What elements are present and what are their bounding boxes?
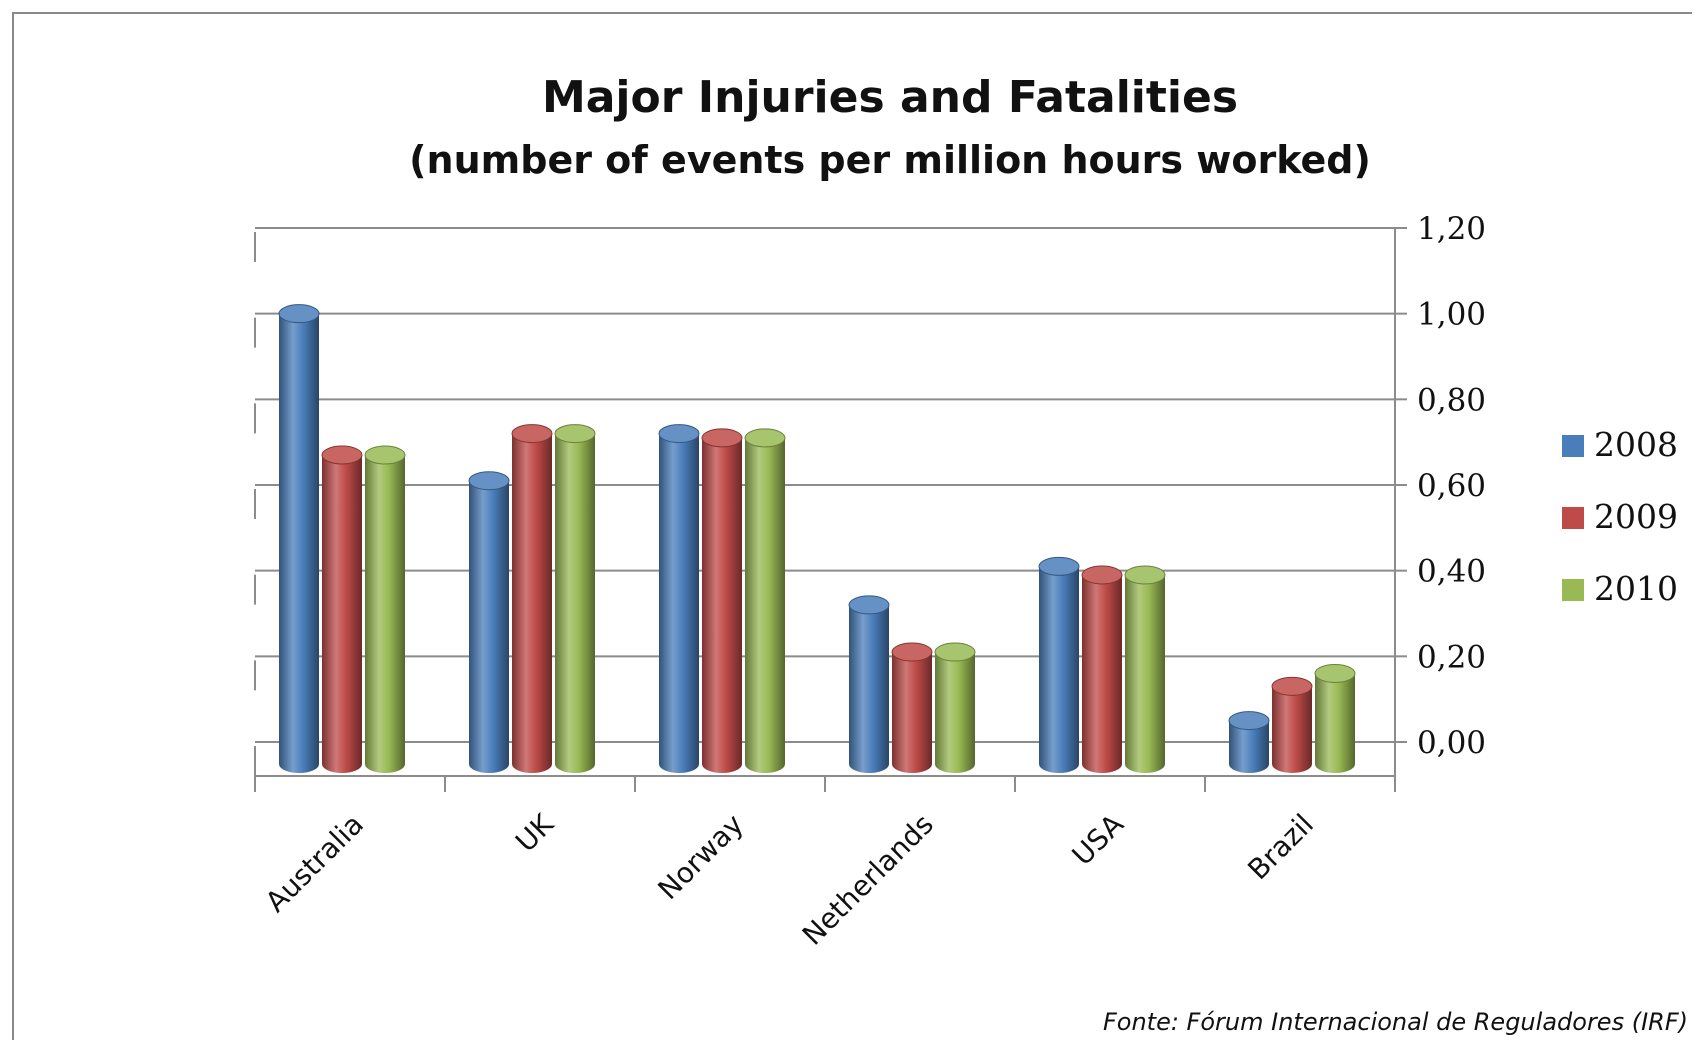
bar-top <box>554 424 596 444</box>
bar-uk-2009 <box>511 424 553 773</box>
bar-top <box>511 424 553 444</box>
category-label-norway: Norway <box>652 808 750 906</box>
legend-swatch <box>1562 435 1584 457</box>
bar-top <box>1228 711 1270 731</box>
y-tick-label: 0,20 <box>1417 639 1486 675</box>
bar-body <box>1272 686 1312 773</box>
bar-top <box>744 428 786 448</box>
bar-norway-2008 <box>658 424 700 773</box>
bar-body <box>935 652 975 773</box>
bar-body <box>512 433 552 773</box>
bar-usa-2009 <box>1081 565 1123 773</box>
y-tick-label: 0,60 <box>1417 468 1486 504</box>
bar-body <box>279 313 319 773</box>
bar-top <box>891 642 933 662</box>
y-tick-label: 0,40 <box>1417 554 1486 590</box>
y-tick-label: 1,20 <box>1417 211 1486 247</box>
category-label-uk: UK <box>509 807 560 858</box>
source-note: Fonte: Fórum Internacional de Reguladore… <box>1103 1008 1688 1036</box>
y-axis-ticks: 0,00 0,20 0,40 0,60 0,80 1,00 1,20 <box>1417 211 1486 761</box>
bar-body <box>469 480 509 773</box>
y-tick-label: 0,80 <box>1417 382 1486 418</box>
legend-swatch <box>1562 507 1584 529</box>
legend-item-2010: 2010 <box>1562 569 1678 608</box>
category-label-brazil: Brazil <box>1241 808 1320 887</box>
bar-netherlands-2010 <box>934 642 976 773</box>
legend-label: 2009 <box>1594 497 1678 536</box>
gridlines <box>255 227 1395 743</box>
bar-brazil-2008 <box>1228 711 1270 773</box>
bar-top <box>1314 663 1356 683</box>
y-tick-label: 0,00 <box>1417 725 1486 761</box>
bar-body <box>702 437 742 773</box>
bar-uk-2010 <box>554 424 596 773</box>
bar-netherlands-2008 <box>848 595 890 773</box>
legend-item-2009: 2009 <box>1562 497 1678 536</box>
category-label-australia: Australia <box>259 808 370 919</box>
bar-australia-2008 <box>278 304 320 773</box>
chart-subtitle: (number of events per million hours work… <box>409 138 1371 182</box>
bars <box>278 304 1356 773</box>
bar-top <box>1124 565 1166 585</box>
bar-body <box>1039 566 1079 773</box>
category-label-netherlands: Netherlands <box>796 808 940 952</box>
bar-top <box>364 445 406 465</box>
bar-body <box>1082 574 1122 773</box>
bar-top <box>1081 565 1123 585</box>
legend-swatch <box>1562 579 1584 601</box>
category-label-usa: USA <box>1066 808 1130 872</box>
y-tick-label: 1,00 <box>1417 297 1486 333</box>
bar-body <box>1229 720 1269 773</box>
bar-norway-2010 <box>744 428 786 773</box>
axes <box>254 227 1407 792</box>
bar-uk-2008 <box>468 471 510 773</box>
bar-usa-2008 <box>1038 556 1080 773</box>
bar-top <box>658 424 700 444</box>
bar-body <box>1125 574 1165 773</box>
bar-body <box>1315 673 1355 773</box>
bar-top <box>1038 556 1080 576</box>
bar-usa-2010 <box>1124 565 1166 773</box>
bar-top <box>321 445 363 465</box>
bar-body <box>322 455 362 773</box>
bar-brazil-2009 <box>1271 676 1313 773</box>
legend-label: 2008 <box>1594 425 1678 464</box>
bar-body <box>892 652 932 773</box>
bar-norway-2009 <box>701 428 743 773</box>
bar-top <box>1271 676 1313 696</box>
bar-body <box>659 433 699 773</box>
bar-body <box>745 437 785 773</box>
bar-top <box>278 304 320 324</box>
bar-australia-2010 <box>364 445 406 773</box>
bar-brazil-2010 <box>1314 663 1356 773</box>
bar-body <box>555 433 595 773</box>
category-labels: Australia UK Norway Netherlands USA Brazil <box>259 807 1320 951</box>
bar-top <box>934 642 976 662</box>
bar-body <box>849 604 889 773</box>
bar-australia-2009 <box>321 445 363 773</box>
bar-body <box>365 455 405 773</box>
bar-top <box>701 428 743 448</box>
chart-title: Major Injuries and Fatalities <box>542 72 1238 123</box>
legend-label: 2010 <box>1594 569 1678 608</box>
bar-top <box>468 471 510 491</box>
bar-netherlands-2009 <box>891 642 933 773</box>
legend-item-2008: 2008 <box>1562 425 1678 464</box>
legend: 2008 2009 2010 <box>1562 425 1678 608</box>
bar-top <box>848 595 890 615</box>
